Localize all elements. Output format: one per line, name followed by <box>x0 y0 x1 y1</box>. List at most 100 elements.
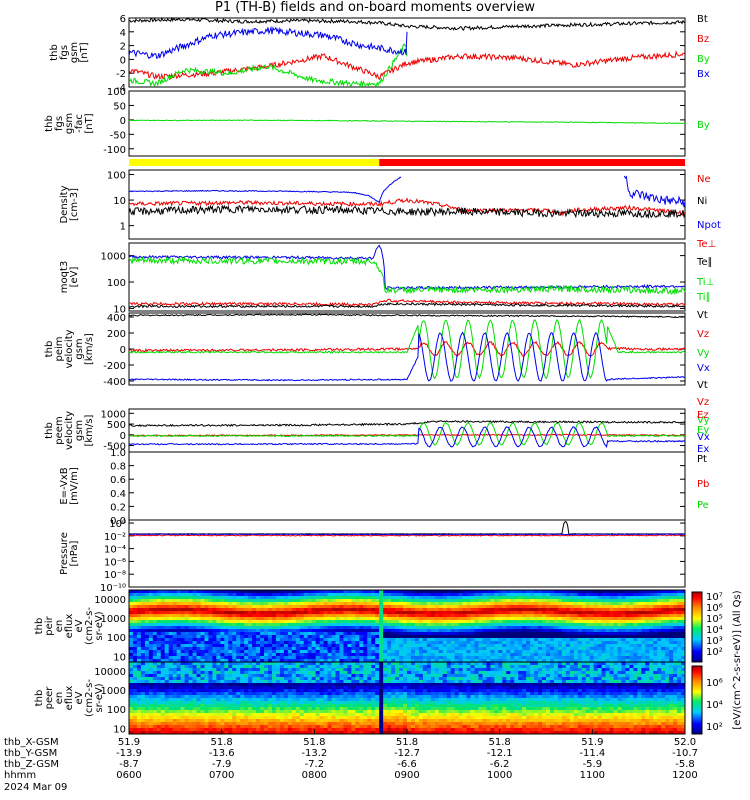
spectrogram-cell <box>502 605 507 609</box>
spectrogram-cell <box>355 590 360 594</box>
spectrogram-cell <box>347 695 352 699</box>
spectrogram-cell <box>498 632 503 636</box>
spectrogram-cell <box>228 611 233 615</box>
spectrogram-cell <box>601 623 607 627</box>
spectrogram-cell <box>403 611 408 615</box>
spectrogram-cell <box>295 677 301 681</box>
spectrogram-cell <box>220 710 225 714</box>
spectrogram-cell <box>379 605 384 609</box>
spectrogram-cell <box>148 710 154 714</box>
spectrogram-cell <box>264 674 269 678</box>
spectrogram-cell <box>271 605 277 609</box>
spectrogram-cell <box>335 662 340 666</box>
spectrogram-cell <box>283 617 289 621</box>
spectrogram-cell <box>291 626 297 630</box>
spectrogram-cell <box>546 638 551 642</box>
spectrogram-cell <box>319 710 325 714</box>
spectrogram-cell <box>283 602 289 606</box>
spectrogram-cell <box>335 593 340 597</box>
spectrogram-cell <box>661 653 666 657</box>
spectrogram-cell <box>538 659 543 663</box>
spectrogram-cell <box>625 608 630 612</box>
spectrogram-cell <box>323 683 329 687</box>
spectrogram-cell <box>168 623 174 627</box>
spectrogram-cell <box>665 605 670 609</box>
spectrogram-cell <box>256 683 261 687</box>
spectrogram-cell <box>299 596 305 600</box>
spectrogram-cell <box>180 677 186 681</box>
spectrogram-cell <box>327 632 333 636</box>
spectrogram-cell <box>144 722 150 726</box>
spectrogram-cell <box>593 611 599 615</box>
spectrogram-cell <box>188 713 194 717</box>
spectrogram-cell <box>216 650 221 654</box>
spectrogram-cell <box>613 617 618 621</box>
spectrogram-cell <box>172 710 178 714</box>
spectrogram-cell <box>633 602 638 606</box>
spectrogram-cell <box>407 605 412 609</box>
spectrogram-cell <box>160 704 166 708</box>
spectrogram-cell <box>549 632 555 636</box>
spectrogram-cell <box>335 674 340 678</box>
spectrogram-cell <box>379 608 384 612</box>
spectrogram-cell <box>232 716 237 720</box>
spectrogram-cell <box>561 614 567 618</box>
spectrogram-cell <box>172 677 178 681</box>
spectrogram-cell <box>204 713 209 717</box>
spectrogram-cell <box>375 593 380 597</box>
spectrogram-cell <box>327 725 333 729</box>
spectrogram-cell <box>629 632 634 636</box>
spectrogram-cell <box>212 638 217 642</box>
spectrogram-cell <box>160 695 166 699</box>
spectrogram-cell <box>299 668 305 672</box>
spectrogram-cell <box>323 680 329 684</box>
spectrogram-cell <box>200 659 205 663</box>
spectrogram-cell <box>641 632 646 636</box>
spectrogram-cell <box>144 641 150 645</box>
spectrogram-cell <box>307 659 313 663</box>
spectrogram-cell <box>335 617 340 621</box>
spectrogram-cell <box>641 605 646 609</box>
spectrogram-cell <box>673 620 678 624</box>
spectrogram-cell <box>347 689 352 693</box>
spectrogram-cell <box>426 599 432 603</box>
spectrogram-cell <box>526 653 531 657</box>
spectrogram-cell <box>283 671 289 675</box>
spectrogram-cell <box>403 608 408 612</box>
spectrogram-cell <box>220 644 225 648</box>
spectrogram-cell <box>375 617 380 621</box>
spectrogram-cell <box>148 635 154 639</box>
spectrogram-cell <box>458 611 464 615</box>
spectrogram-cell <box>621 593 626 597</box>
spectrogram-cell <box>347 692 352 696</box>
spectrogram-cell <box>244 704 249 708</box>
spectrogram-cell <box>220 647 225 651</box>
spectrogram-cell <box>430 659 436 663</box>
spectrogram-cell <box>450 659 456 663</box>
spectrogram-cell <box>271 677 277 681</box>
spectrogram-cell <box>260 656 265 660</box>
spectrogram-cell <box>379 590 384 594</box>
spectrogram-cell <box>673 623 678 627</box>
spectrogram-cell <box>355 710 360 714</box>
spectrogram-cell <box>339 641 344 645</box>
spectrogram-cell <box>430 632 436 636</box>
spectrogram-cell <box>168 677 174 681</box>
spectrogram-cell <box>291 659 297 663</box>
spectrogram-cell <box>669 605 674 609</box>
spectrogram-cell <box>144 668 150 672</box>
spectrogram-cell <box>426 605 432 609</box>
spectrogram-cell <box>617 638 622 642</box>
spectrogram-cell <box>244 599 249 603</box>
spectrogram-cell <box>172 674 178 678</box>
spectrogram-cell <box>176 704 182 708</box>
spectrogram-cell <box>323 677 329 681</box>
spectrogram-cell <box>430 635 436 639</box>
spectrogram-cell <box>343 620 348 624</box>
spectrogram-cell <box>613 590 618 594</box>
spectrogram-cell <box>152 680 158 684</box>
spectrogram-cell <box>264 716 269 720</box>
spectrogram-cell <box>339 722 344 726</box>
spectrogram-cell <box>387 596 392 600</box>
spectrogram-cell <box>458 602 464 606</box>
